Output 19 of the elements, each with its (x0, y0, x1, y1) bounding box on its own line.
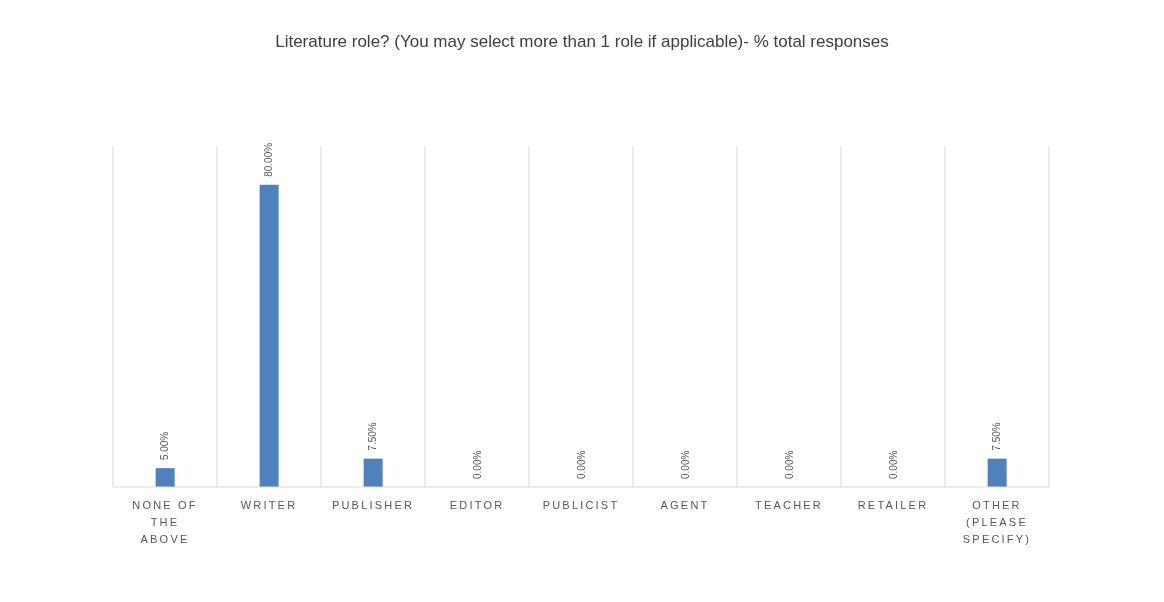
data-label: 5.00% (159, 431, 171, 461)
x-tick-label: EDITOR (449, 499, 505, 511)
data-label: 80.00% (263, 142, 275, 177)
data-label: 0.00% (679, 450, 691, 479)
x-tick-label: NONE OF THE ABOVE (132, 499, 198, 545)
data-label: 7.50% (991, 422, 1003, 451)
x-tick-label: RETAILER (857, 499, 929, 511)
x-tick-label: AGENT (660, 499, 710, 511)
data-label: 0.00% (575, 450, 587, 479)
x-tick-label: WRITER (240, 499, 298, 511)
x-tick-label: PUBLISHER (331, 499, 415, 511)
data-label: 7.50% (367, 422, 379, 451)
x-tick-label: TEACHER (755, 499, 823, 511)
x-tick-label: OTHER (PLEASE SPECIFY) (962, 499, 1032, 545)
chart-title: Literature role? (You may select more than 1 role if applicable)- % total responses (274, 32, 890, 52)
data-label: 0.00% (471, 450, 483, 479)
data-label: 0.00% (887, 450, 899, 479)
data-label: 0.00% (783, 450, 795, 479)
x-tick-label: PUBLICIST (542, 499, 620, 511)
